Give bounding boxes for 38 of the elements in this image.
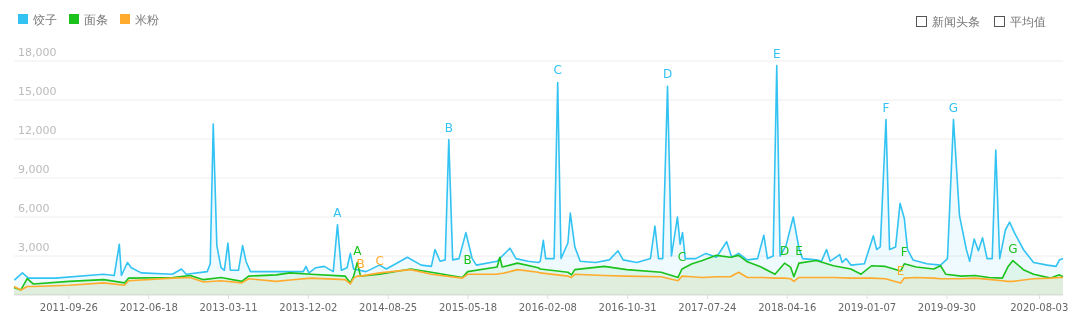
x-tick-label: 2018-04-16 bbox=[758, 302, 817, 313]
annotation: C bbox=[677, 250, 687, 264]
x-tick-label: 2020-08-03 bbox=[1010, 302, 1069, 313]
legend-label: 面条 bbox=[84, 12, 108, 27]
x-tick-label: 2016-10-31 bbox=[598, 302, 657, 313]
x-tick-label: 2013-12-02 bbox=[279, 302, 338, 313]
y-tick-label: 9,000 bbox=[18, 163, 50, 176]
y-tick-label: 15,000 bbox=[18, 85, 57, 98]
legend-label: 饺子 bbox=[32, 12, 57, 27]
x-tick-label: 2016-02-08 bbox=[518, 302, 577, 313]
annotation: F bbox=[882, 100, 890, 115]
annotation: C bbox=[375, 253, 384, 268]
y-tick-label: 6,000 bbox=[18, 202, 50, 215]
x-tick-label: 2019-09-30 bbox=[917, 302, 976, 313]
annotation: G bbox=[1008, 241, 1018, 256]
text: 平均值 bbox=[1010, 15, 1046, 29]
x-tick-label: 2011-09-26 bbox=[39, 302, 98, 313]
annotation: B bbox=[356, 257, 365, 272]
annotation: D bbox=[662, 67, 673, 82]
y-tick-label: 12,000 bbox=[18, 124, 57, 137]
annotation: F bbox=[900, 244, 908, 259]
annotation: A bbox=[353, 243, 363, 258]
annotation: B bbox=[463, 252, 472, 267]
x-tick-label: 2015-05-18 bbox=[438, 302, 498, 313]
x-tick-label: 2012-06-18 bbox=[119, 302, 178, 313]
annotation: C bbox=[553, 63, 562, 78]
annotation: B bbox=[444, 120, 453, 135]
legend-label: 米粉 bbox=[135, 12, 159, 27]
x-tick-label: 2017-07-24 bbox=[678, 302, 737, 313]
annotation: A bbox=[333, 205, 343, 220]
x-tick-label: 2019-01-07 bbox=[838, 302, 897, 313]
y-tick-label: 18,000 bbox=[18, 46, 57, 59]
x-tick-label: 2014-08-25 bbox=[359, 302, 418, 313]
text: 新闻头条 bbox=[932, 15, 980, 29]
x-tick-label: 2013-03-11 bbox=[199, 302, 258, 313]
annotation: G bbox=[948, 100, 959, 115]
annotation: E bbox=[772, 46, 781, 61]
y-tick-label: 3,000 bbox=[18, 241, 50, 254]
